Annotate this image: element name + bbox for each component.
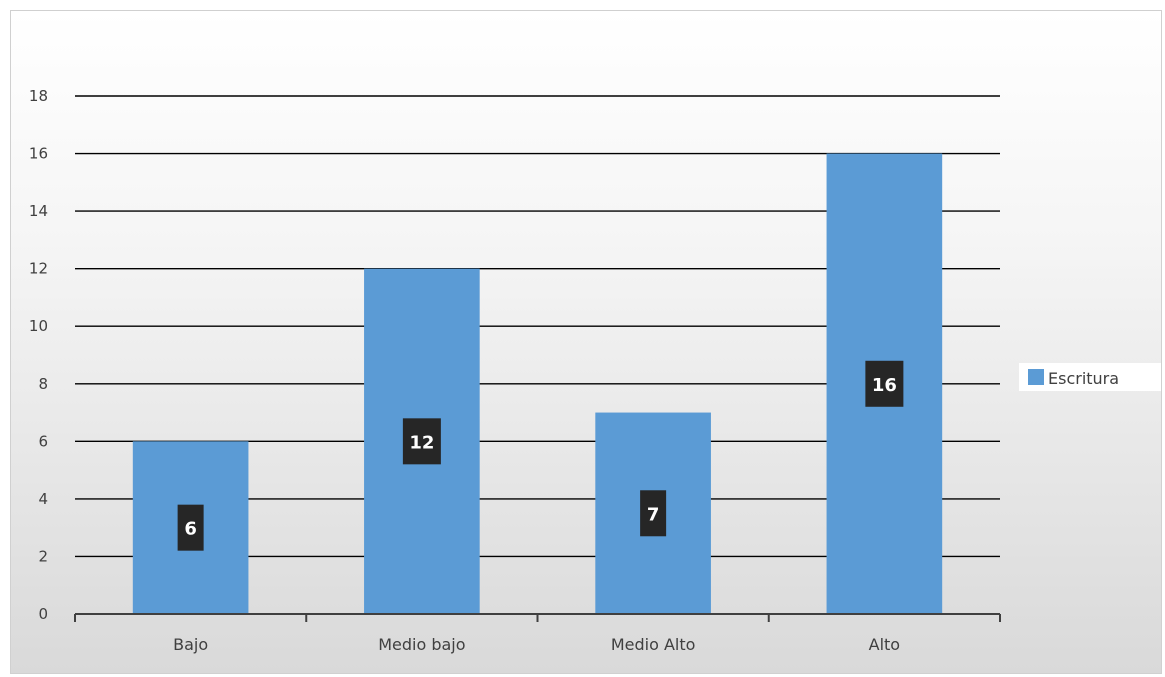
data-label: 6	[184, 519, 197, 540]
legend: Escritura	[1019, 363, 1161, 391]
x-tick-label: Medio bajo	[378, 635, 465, 654]
legend-entry-label: Escritura	[1048, 369, 1119, 388]
bars	[132, 153, 943, 615]
data-label-box	[865, 360, 904, 407]
x-tick-label: Medio Alto	[611, 635, 696, 654]
y-tick-label: 18	[29, 87, 48, 105]
legend-swatch	[1028, 369, 1044, 385]
data-label: 12	[409, 432, 434, 453]
y-tick-label: 14	[29, 202, 48, 220]
y-tick-label: 2	[38, 547, 48, 565]
data-label-box	[402, 418, 441, 465]
y-tick-label: 12	[29, 260, 48, 278]
y-tick-label: 10	[29, 317, 48, 335]
y-tick-label: 8	[38, 375, 48, 393]
y-tick-label: 4	[38, 490, 48, 508]
axes: 0 2 4 6 8 10 12 14 16 18 Bajo Medio bajo Medio Alto A…	[29, 87, 1001, 654]
data-label: 7	[647, 504, 660, 525]
data-labels: 6 12 7 16	[177, 360, 904, 551]
y-tick-label: 6	[38, 432, 48, 450]
data-label: 16	[872, 375, 897, 396]
y-tick-label: 16	[29, 145, 48, 163]
data-label-box	[640, 490, 667, 537]
x-tick-label: Alto	[869, 635, 900, 654]
x-tick-label: Bajo	[173, 635, 208, 654]
y-tick-label: 0	[38, 605, 48, 623]
data-label-box	[177, 504, 204, 551]
